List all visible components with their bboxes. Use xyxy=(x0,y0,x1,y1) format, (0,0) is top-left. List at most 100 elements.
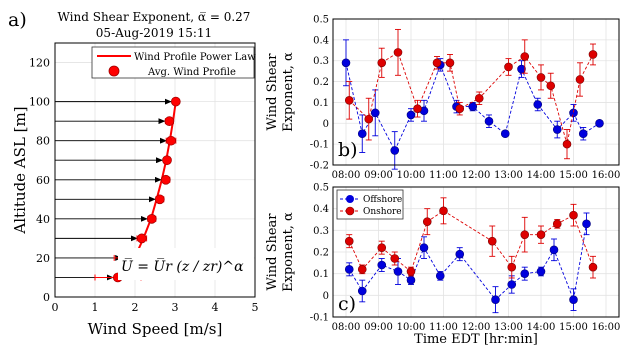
avg-wind-point xyxy=(170,96,181,107)
panel-a-label: a) xyxy=(8,9,27,31)
y-tick-label: 0.1 xyxy=(313,269,329,280)
series-point-1 xyxy=(422,217,432,226)
series-point-0 xyxy=(390,146,400,155)
y-tick-label: 0.4 xyxy=(313,204,329,215)
x-tick-label: 12:00 xyxy=(462,170,491,181)
series-point-0 xyxy=(393,267,403,276)
panel-b-axes-box xyxy=(332,18,620,166)
panel-a-axes-box xyxy=(54,42,256,298)
legend-power-law: Wind Profile Power Law xyxy=(134,52,256,63)
x-tick-label: 11:00 xyxy=(429,322,458,333)
panel-b-ylabel-line2: Exponent, α xyxy=(281,52,296,132)
panel-b-label: b) xyxy=(338,139,358,161)
series-point-0 xyxy=(507,280,517,289)
series-point-0 xyxy=(578,129,588,139)
x-tick-label: 15:00 xyxy=(559,170,588,181)
y-tick-label: -0.1 xyxy=(310,140,329,151)
legend-offshore-marker xyxy=(346,195,354,203)
x-tick-label: 10:00 xyxy=(397,322,426,333)
series-point-1 xyxy=(455,104,465,113)
panel-a-legend: Wind Profile Power Law Avg. Wind Profile xyxy=(91,46,256,79)
x-tick-label: 08:00 xyxy=(332,322,361,333)
legend-offshore-label: Offshore xyxy=(363,195,402,205)
series-point-1 xyxy=(344,96,354,105)
x-tick-label: 1 xyxy=(92,301,99,314)
formula-text: U̅ = U̅r (z / zr)^α xyxy=(121,256,244,275)
series-point-1 xyxy=(507,262,517,272)
y-tick-label: 0.2 xyxy=(313,248,329,259)
x-tick-label: 0 xyxy=(52,301,59,314)
series-point-1 xyxy=(588,50,598,59)
series-point-0 xyxy=(517,64,526,74)
x-tick-label: 12:00 xyxy=(462,322,491,333)
series-line-1 xyxy=(348,51,594,145)
series-point-1 xyxy=(439,206,448,216)
x-tick-label: 16:00 xyxy=(592,322,621,333)
legend-onshore-label: Onshore xyxy=(363,207,402,217)
legend-avg-profile: Avg. Wind Profile xyxy=(147,67,236,78)
series-point-1 xyxy=(474,93,484,103)
panel-b-tick-labels: 08:00 09:00 10:00 11:00 12:00 13:00 14:00 15:00… xyxy=(310,15,621,182)
series-point-1 xyxy=(546,81,556,91)
series-point-1 xyxy=(364,114,374,124)
y-tick-label: 0 xyxy=(323,119,329,130)
series-point-1 xyxy=(575,75,585,84)
y-tick-label: 80 xyxy=(36,135,50,148)
panel-b-grid xyxy=(333,18,619,166)
series-point-0 xyxy=(419,243,429,252)
series-point-1 xyxy=(588,262,598,272)
series-point-0 xyxy=(491,295,500,304)
x-tick-label: 4 xyxy=(212,301,219,314)
y-tick-label: 0.4 xyxy=(313,35,329,46)
series-point-1 xyxy=(406,267,416,276)
x-tick-label: 09:00 xyxy=(364,322,393,333)
series-point-1 xyxy=(377,58,387,68)
panel-c-data xyxy=(344,197,598,314)
x-tick-label: 14:00 xyxy=(527,322,556,333)
y-tick-label: 0 xyxy=(323,291,329,302)
x-tick-label: 08:00 xyxy=(332,170,361,181)
series-point-1 xyxy=(536,73,546,82)
x-tick-label: 13:00 xyxy=(494,170,523,181)
y-tick-label: 0.3 xyxy=(313,56,329,67)
series-point-0 xyxy=(520,269,530,278)
series-point-0 xyxy=(549,245,559,255)
series-point-1 xyxy=(520,230,530,239)
x-tick-label: 14:00 xyxy=(527,170,556,181)
series-point-1 xyxy=(562,139,572,149)
y-tick-label: 0.5 xyxy=(313,15,329,26)
avg-wind-point xyxy=(164,116,175,127)
y-tick-label: 60 xyxy=(36,174,50,187)
y-tick-label: 0.1 xyxy=(313,98,329,109)
x-tick-label: 5 xyxy=(252,301,259,314)
y-tick-label: 0.3 xyxy=(313,226,329,237)
series-point-1 xyxy=(432,58,442,68)
legend-marker-symbol xyxy=(108,65,120,77)
series-point-0 xyxy=(435,271,445,281)
power-law-formula: U̅ = U̅r (z / zr)^α xyxy=(118,248,254,280)
y-tick-label: 0.5 xyxy=(313,183,329,194)
panel-c-legend: Offshore Onshore xyxy=(336,189,404,220)
series-point-1 xyxy=(357,265,367,274)
panel-c-ylabel-line1: Wind Shear xyxy=(265,213,280,291)
panel-c-ylabel-line2: Exponent, α xyxy=(281,212,296,292)
series-point-1 xyxy=(413,104,422,113)
panel-a-chart: a) Wind Shear Exponent, α̅ = 0.27 05-Aug… xyxy=(8,9,259,338)
series-point-0 xyxy=(468,102,478,111)
series-point-1 xyxy=(377,243,387,252)
series-point-1 xyxy=(552,219,562,229)
avg-wind-point xyxy=(160,174,171,185)
series-point-1 xyxy=(393,48,403,57)
series-point-1 xyxy=(445,58,455,68)
y-tick-label: 120 xyxy=(29,57,50,70)
series-point-1 xyxy=(569,210,578,220)
series-point-0 xyxy=(595,118,604,128)
series-point-0 xyxy=(341,58,351,68)
series-point-0 xyxy=(357,129,367,139)
series-point-1 xyxy=(344,236,354,246)
panel-a-subtitle: 05-Aug-2019 15:11 xyxy=(96,26,212,40)
series-point-0 xyxy=(455,249,465,259)
panel-b-ylabel-line1: Wind Shear xyxy=(265,53,280,131)
series-point-0 xyxy=(406,110,416,120)
